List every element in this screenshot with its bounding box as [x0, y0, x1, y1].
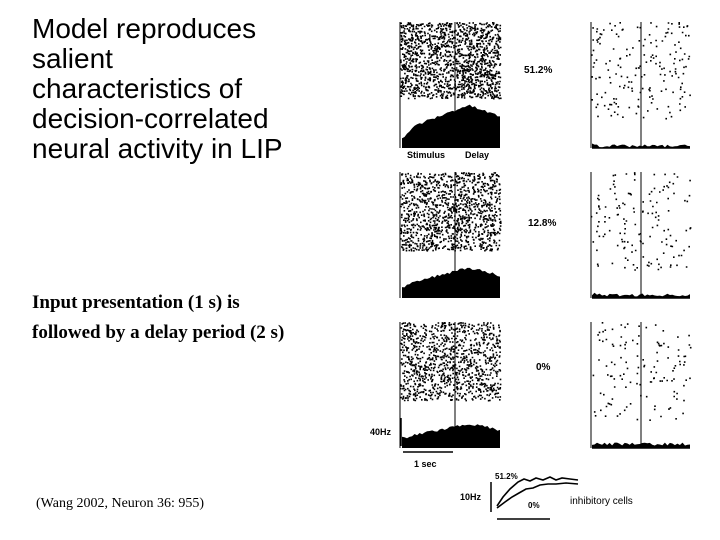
coherence-label-51: 51.2%: [524, 65, 552, 76]
psth-left-1: [402, 267, 500, 298]
psth-left-0: [402, 104, 500, 148]
inset-scale-label: 10Hz: [460, 492, 482, 502]
slide-title: Model reproduces salient characteristics…: [32, 13, 283, 164]
rate-scale-label: 40Hz: [370, 427, 392, 437]
psth-right-1: [592, 292, 690, 298]
inset-trace-high: [496, 476, 579, 507]
stimulus-label: Stimulus: [407, 150, 445, 160]
inset-cells-label: inhibitory cells: [570, 496, 633, 507]
coherence-label-0: 0%: [536, 362, 551, 373]
inhibitory-inset: 10Hz 51.2% 0% inhibitory cells: [460, 472, 633, 520]
psth-right-0: [592, 143, 690, 148]
raster-right-0: [590, 22, 691, 120]
slide-subtitle: Input presentation (1 s) is followed by …: [32, 292, 285, 343]
coherence-label-12: 12.8%: [528, 218, 556, 229]
raster-panels: [399, 22, 692, 449]
raster-right-2: [592, 322, 692, 421]
time-scale-label: 1 sec: [414, 459, 437, 469]
raster-left-0: [400, 22, 502, 100]
inset-trace-low: [496, 482, 579, 509]
raster-left-2: [400, 322, 502, 402]
inset-high-label: 51.2%: [495, 472, 518, 481]
citation: (Wang 2002, Neuron 36: 955): [36, 496, 205, 511]
inset-low-label: 0%: [528, 501, 540, 510]
psth-right-2: [592, 442, 690, 448]
delay-label: Delay: [465, 150, 489, 160]
raster-left-1: [400, 172, 502, 252]
psth-left-2: [402, 424, 500, 448]
